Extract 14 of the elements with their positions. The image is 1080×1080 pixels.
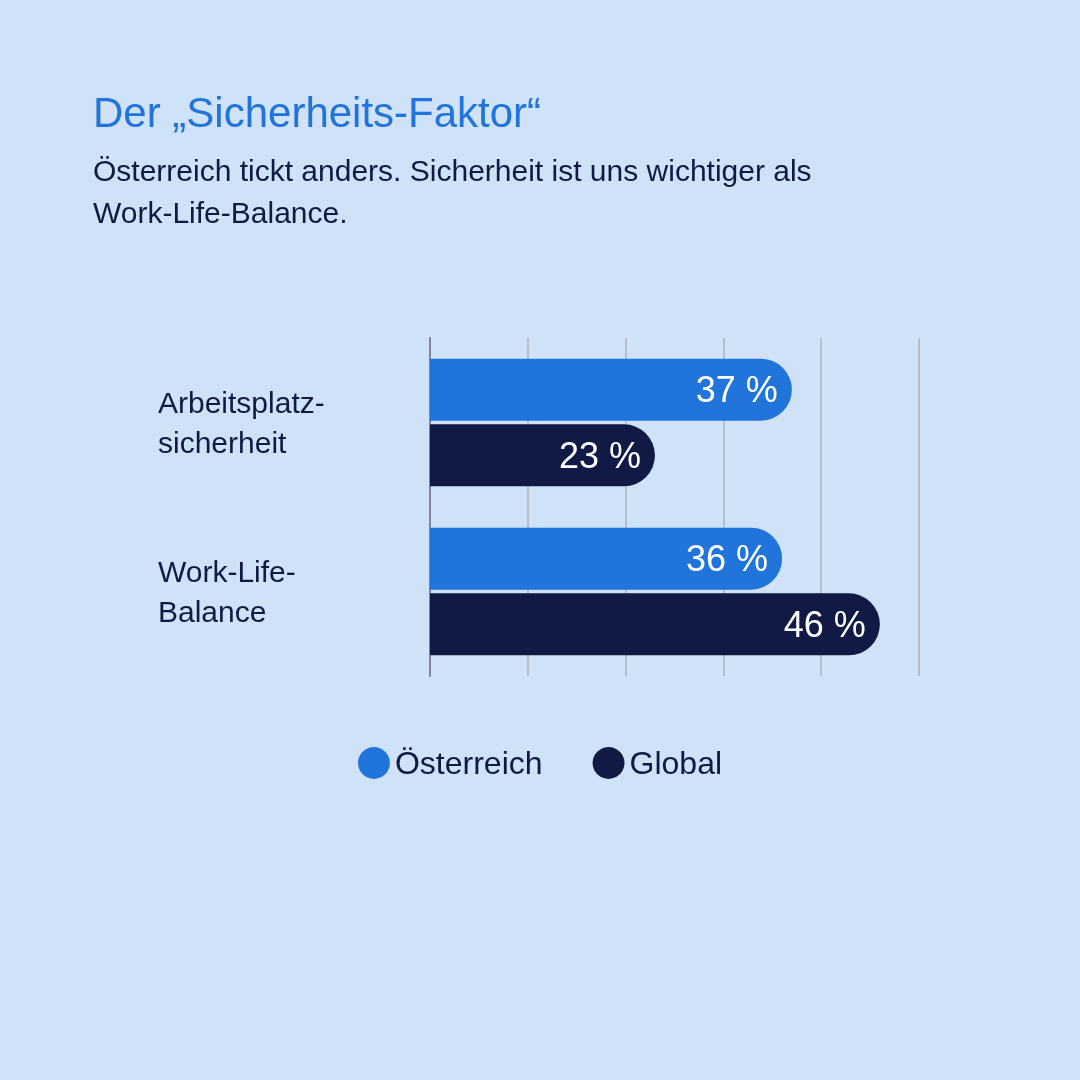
- data-label: 46 %: [783, 603, 866, 645]
- data-label: 23 %: [558, 434, 641, 476]
- legend-label: Global: [629, 745, 723, 781]
- chart-title: Der „Sicherheits-Faktor“: [93, 88, 542, 136]
- bar: [430, 593, 880, 656]
- legend-label: Österreich: [394, 745, 543, 781]
- bar: [430, 424, 655, 487]
- y-tick-label: Arbeitsplatz-sicherheit: [158, 386, 325, 459]
- data-label: 37 %: [695, 369, 778, 411]
- y-tick-label: Work-Life-Balance: [158, 555, 296, 628]
- bar: [430, 358, 792, 421]
- chart-subtitle: Österreich tickt anders. Sicherheit ist uns wichtiger als Work-Life-Balance.: [93, 153, 812, 229]
- bar: [430, 527, 783, 590]
- data-label: 36 %: [686, 538, 769, 580]
